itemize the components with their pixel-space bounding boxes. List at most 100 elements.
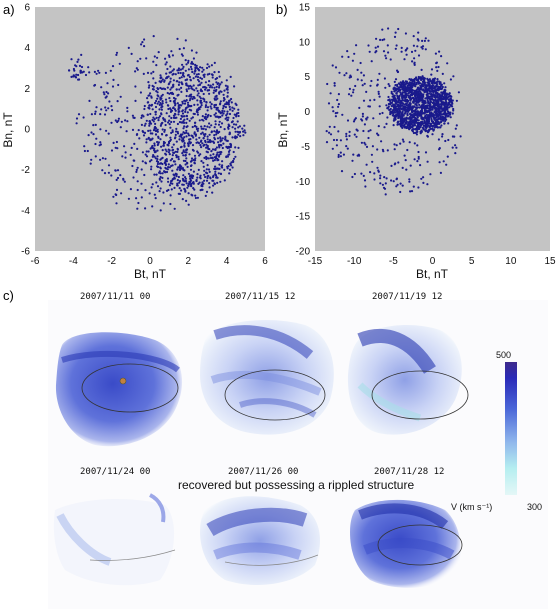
data-point [167, 107, 170, 111]
data-point [135, 168, 138, 171]
data-point [428, 92, 431, 95]
y-tick-label: 0 [304, 107, 310, 118]
data-point [184, 159, 187, 163]
data-point [178, 106, 181, 109]
data-point [140, 168, 143, 171]
data-point [354, 84, 357, 88]
data-point [234, 130, 237, 133]
data-point [154, 150, 157, 154]
data-point [105, 109, 108, 112]
data-point [230, 101, 233, 104]
data-point [218, 75, 221, 78]
data-point [162, 87, 165, 90]
data-point [192, 57, 195, 60]
data-point [208, 65, 211, 68]
data-point [162, 144, 165, 147]
data-point [187, 184, 190, 187]
data-point [421, 122, 425, 125]
data-point [188, 75, 191, 79]
data-point [144, 161, 147, 164]
data-point [171, 169, 174, 172]
data-point [75, 122, 78, 125]
data-point [166, 177, 170, 180]
data-point [205, 190, 209, 193]
data-point [152, 129, 156, 132]
data-point [395, 113, 398, 117]
data-point [213, 98, 217, 101]
data-point [181, 110, 184, 113]
data-point [417, 54, 421, 57]
data-point [174, 150, 177, 153]
data-point [207, 168, 211, 171]
data-point [203, 100, 206, 103]
data-point [365, 90, 368, 93]
data-point [414, 89, 417, 92]
data-point [160, 145, 163, 148]
data-point [447, 111, 450, 114]
data-point [140, 182, 143, 185]
data-point [201, 70, 204, 73]
data-point [402, 140, 405, 143]
data-point [377, 169, 380, 172]
data-point [397, 98, 400, 102]
data-point [78, 64, 82, 67]
data-point [184, 59, 187, 62]
data-point [417, 111, 420, 114]
data-point [215, 133, 218, 136]
data-point [101, 169, 104, 172]
data-point [147, 150, 150, 153]
data-point [416, 126, 419, 129]
data-point [422, 176, 425, 179]
data-point [159, 175, 162, 179]
data-point [142, 72, 145, 75]
data-point [204, 115, 207, 118]
data-point [126, 120, 129, 123]
data-point [195, 178, 198, 182]
data-point [154, 101, 157, 105]
data-point [204, 105, 207, 109]
data-point [401, 104, 404, 107]
data-point [151, 84, 154, 87]
data-point [169, 88, 172, 91]
data-point [194, 194, 197, 197]
data-point [404, 109, 407, 112]
data-point [401, 110, 404, 113]
data-point [197, 142, 201, 145]
data-point [197, 127, 200, 130]
data-point [421, 39, 424, 43]
data-point [174, 102, 177, 106]
data-point [170, 131, 173, 134]
data-point [444, 95, 447, 98]
colorbar-max-label: 500 [496, 350, 512, 360]
data-point [402, 80, 405, 83]
data-point [166, 91, 169, 95]
data-point [186, 165, 189, 168]
x-tick-label: 10 [505, 256, 517, 267]
data-point [178, 187, 181, 190]
data-point [208, 80, 211, 83]
data-point [166, 86, 169, 89]
data-point [416, 93, 419, 96]
data-point [178, 88, 181, 91]
data-point [420, 177, 423, 180]
data-point [378, 95, 381, 98]
data-point [422, 181, 425, 184]
y-tick-label: -15 [296, 212, 311, 223]
data-point [407, 83, 410, 86]
data-point [364, 143, 367, 146]
data-point [390, 105, 393, 108]
data-point [195, 51, 198, 54]
data-point [154, 125, 157, 129]
data-point [439, 126, 442, 129]
data-point [186, 74, 190, 77]
data-point [438, 50, 441, 53]
data-point [149, 112, 152, 116]
data-point [155, 160, 159, 163]
data-point [399, 93, 403, 96]
data-point [355, 135, 358, 138]
data-point [348, 130, 351, 133]
data-point [408, 180, 411, 183]
map-date-1: 2007/11/11 00 [80, 292, 151, 302]
data-point [188, 180, 191, 184]
data-point [80, 65, 84, 69]
